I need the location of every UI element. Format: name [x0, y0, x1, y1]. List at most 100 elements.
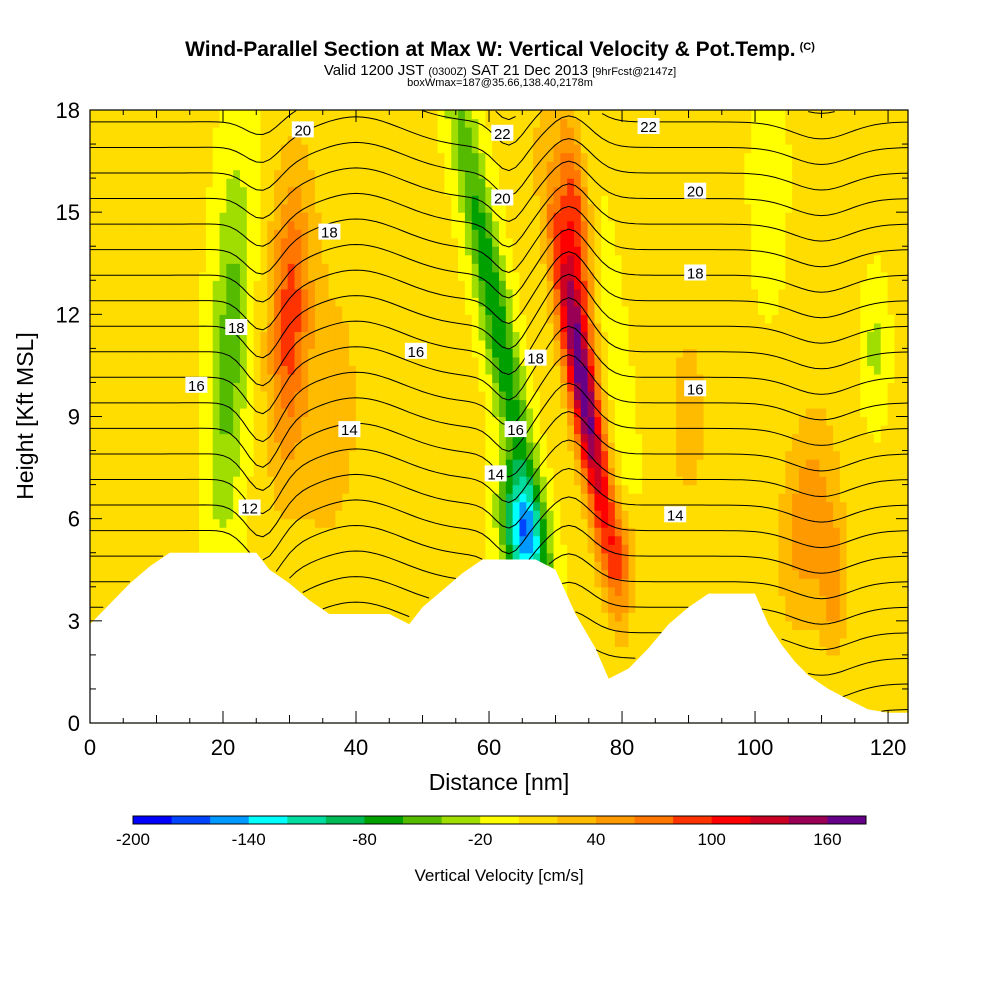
velocity-cell [451, 484, 459, 494]
velocity-cell [778, 416, 786, 426]
velocity-cell [274, 552, 282, 562]
velocity-cell [792, 493, 800, 503]
velocity-cell [137, 518, 146, 528]
velocity-cell [853, 646, 861, 656]
velocity-cell [458, 382, 466, 392]
velocity-cell [328, 433, 336, 443]
velocity-cell [471, 382, 480, 392]
velocity-cell [519, 501, 527, 511]
velocity-cell [567, 535, 575, 545]
velocity-cell [335, 476, 343, 486]
velocity-cell [458, 373, 466, 384]
velocity-cell [805, 629, 814, 639]
velocity-cell [90, 544, 98, 554]
velocity-cell [655, 527, 664, 537]
velocity-cell [621, 416, 630, 426]
velocity-cell [573, 552, 582, 562]
velocity-cell [328, 535, 336, 545]
velocity-cell [144, 416, 152, 426]
velocity-cell [717, 373, 725, 384]
velocity-cell [233, 493, 241, 503]
velocity-cell [614, 467, 623, 477]
velocity-cell [369, 425, 377, 435]
velocity-cell [642, 603, 650, 613]
velocity-cell [853, 663, 861, 673]
velocity-cell [253, 373, 262, 384]
velocity-cell [526, 365, 534, 375]
velocity-cell [512, 552, 521, 562]
velocity-cell [314, 382, 323, 392]
velocity-cell [253, 390, 262, 401]
velocity-cell [710, 407, 718, 418]
velocity-cell [233, 425, 241, 435]
velocity-cell [573, 493, 582, 503]
velocity-cell [171, 501, 180, 511]
velocity-cell [117, 407, 125, 418]
velocity-cell [819, 561, 827, 571]
velocity-cell [621, 425, 630, 435]
velocity-cell [648, 595, 657, 605]
velocity-cell [212, 365, 221, 375]
velocity-cell [417, 561, 425, 571]
velocity-cell [478, 433, 486, 443]
velocity-cell [771, 450, 780, 460]
velocity-cell [758, 535, 766, 545]
velocity-cell [887, 561, 895, 571]
velocity-cell [723, 425, 732, 435]
velocity-cell [860, 390, 868, 401]
velocity-cell [744, 484, 752, 494]
velocity-cell [812, 433, 820, 443]
velocity-cell [710, 382, 718, 392]
velocity-cell [648, 586, 657, 596]
velocity-cell [103, 578, 112, 588]
velocity-cell [253, 467, 262, 477]
velocity-cell [792, 518, 800, 528]
velocity-cell [621, 595, 630, 605]
velocity-cell [362, 595, 371, 605]
velocity-cell [730, 510, 739, 520]
velocity-cell [376, 407, 384, 418]
velocity-cell [785, 646, 793, 656]
velocity-cell [471, 518, 480, 528]
velocity-cell [696, 407, 705, 418]
velocity-cell [710, 484, 718, 494]
velocity-cell [96, 535, 105, 545]
velocity-cell [689, 407, 698, 418]
velocity-cell [717, 544, 725, 554]
velocity-cell [124, 365, 132, 375]
velocity-cell [410, 425, 418, 435]
velocity-cell [389, 425, 398, 435]
velocity-cell [723, 535, 732, 545]
velocity-cell [567, 552, 575, 562]
velocity-cell [567, 459, 575, 469]
velocity-cell [355, 390, 364, 401]
velocity-cell [287, 390, 296, 401]
velocity-cell [451, 416, 459, 426]
velocity-cell [403, 612, 411, 622]
velocity-cell [812, 654, 820, 664]
velocity-cell [144, 365, 152, 375]
velocity-cell [512, 476, 521, 486]
velocity-cell [424, 467, 432, 477]
velocity-cell [601, 407, 609, 418]
velocity-cell [635, 518, 643, 528]
velocity-cell [437, 416, 446, 426]
velocity-cell [444, 467, 452, 477]
velocity-cell [533, 365, 541, 375]
velocity-cell [826, 663, 834, 673]
velocity-cell [628, 459, 636, 469]
velocity-cell [103, 527, 112, 537]
velocity-cell [812, 467, 820, 477]
velocity-cell [648, 569, 657, 579]
velocity-cell [812, 382, 820, 392]
velocity-cell [458, 552, 466, 562]
velocity-cell [137, 450, 146, 460]
velocity-cell [642, 433, 650, 443]
velocity-cell [233, 365, 241, 375]
velocity-cell [860, 476, 868, 486]
velocity-cell [730, 578, 739, 588]
velocity-cell [792, 654, 800, 664]
velocity-cell [505, 442, 514, 452]
velocity-cell [519, 544, 527, 554]
velocity-cell [587, 535, 596, 545]
